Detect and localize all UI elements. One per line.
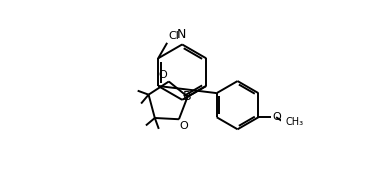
Text: O: O [272,112,281,122]
Text: CH₃: CH₃ [285,117,303,127]
Text: O: O [158,70,167,80]
Text: Cl: Cl [168,31,179,41]
Text: O: O [180,121,189,131]
Text: N: N [177,28,186,40]
Text: B: B [182,90,191,103]
